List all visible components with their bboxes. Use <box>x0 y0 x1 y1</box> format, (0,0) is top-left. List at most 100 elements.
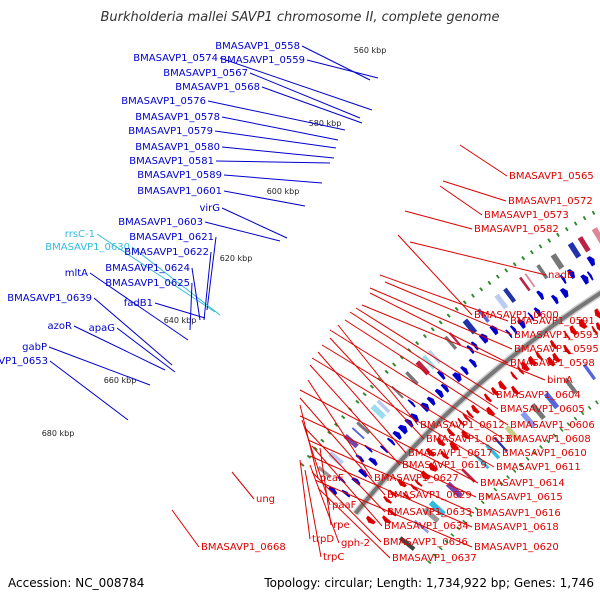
feature-label: BMASAVP1_0605 <box>500 404 585 415</box>
leader-line <box>439 185 483 216</box>
leader-line <box>304 469 322 558</box>
tick-mark <box>392 362 397 367</box>
forward-gene <box>559 288 569 299</box>
feature-label: BMASAVP1_0573 <box>484 210 569 221</box>
feature-label: fadB1 <box>124 298 153 309</box>
feature-block <box>413 519 429 534</box>
tick-mark <box>474 506 479 511</box>
tick-mark <box>369 384 374 389</box>
leader-line <box>203 251 212 321</box>
leader-line <box>311 357 495 468</box>
forward-gene <box>586 256 595 267</box>
tick-mark <box>573 416 578 421</box>
feature-label: BMASAVP1_0619 <box>402 460 487 471</box>
feature-block <box>422 507 440 523</box>
forward-gene <box>379 445 389 454</box>
feature-block <box>356 421 371 435</box>
leader-line <box>309 455 473 528</box>
reverse-gene <box>440 450 450 460</box>
leader-line <box>355 307 495 396</box>
feature-block <box>493 436 508 452</box>
reverse-gene <box>446 427 456 437</box>
feature-label: paaF <box>332 500 357 511</box>
tick-mark <box>462 519 467 524</box>
reverse-gene <box>578 318 588 329</box>
feature-label: BMASAVP1_0595 <box>514 344 599 355</box>
leader-line <box>329 329 505 440</box>
forward-gene <box>327 486 338 496</box>
reverse-gene <box>511 385 520 395</box>
feature-label: BMASAVP1_0591 <box>510 316 595 327</box>
leader-line <box>48 346 151 386</box>
forward-gene <box>368 457 378 467</box>
tick-mark <box>564 227 569 232</box>
leader-line <box>409 241 547 276</box>
reverse-gene <box>591 325 599 335</box>
forward-gene <box>517 319 526 329</box>
tick-mark <box>313 446 318 451</box>
tick-mark <box>580 411 585 416</box>
reverse-gene <box>414 479 423 487</box>
forward-gene <box>392 430 402 440</box>
leader-line <box>215 160 331 164</box>
leader-line <box>204 221 281 242</box>
feature-block <box>519 276 531 292</box>
kbp-label: 660 kbp <box>104 376 137 385</box>
leader-line <box>249 72 361 119</box>
feature-label: BMASAVP1_0621 <box>129 232 214 243</box>
feature-block <box>445 481 463 499</box>
tick-mark <box>438 320 443 325</box>
tick-mark <box>532 450 537 455</box>
feature-rings <box>300 210 600 565</box>
feature-label: BMASAVP1_0568 <box>175 82 260 93</box>
forward-gene <box>426 396 436 406</box>
tick-mark <box>450 533 455 537</box>
feature-label: gph-2 <box>341 538 370 549</box>
feature-block <box>503 287 517 303</box>
tick-mark <box>525 456 530 461</box>
feature-label: BMASAVP1_0593 <box>514 330 599 341</box>
forward-gene <box>452 372 462 383</box>
feature-label: BMASAVP1_0617 <box>408 448 493 459</box>
reverse-gene <box>595 322 600 332</box>
feature-label: BMASAVP1_0620 <box>474 542 559 553</box>
reverse-gene <box>550 339 558 350</box>
feature-block <box>351 427 365 440</box>
leader-line <box>49 360 129 421</box>
feature-label: BMASAVP1_0630 <box>45 242 130 253</box>
leader-line <box>89 272 189 341</box>
feature-block <box>376 399 391 414</box>
tick-mark <box>573 221 578 226</box>
leader-line <box>214 130 337 149</box>
tick-mark <box>521 256 526 261</box>
reverse-gene <box>528 355 537 366</box>
leader-line <box>299 415 477 498</box>
tick-mark <box>499 481 504 486</box>
feature-label: BMASAVP1_0615 <box>478 492 563 503</box>
leader-line <box>301 45 371 81</box>
tick-mark <box>559 427 564 432</box>
feature-label: BMASAVP1_0565 <box>509 171 594 182</box>
leader-line <box>301 419 331 506</box>
reverse-gene <box>457 417 466 427</box>
tick-mark <box>479 287 484 292</box>
feature-label: BMASAVP1_0668 <box>201 542 286 553</box>
tick-mark <box>446 313 451 318</box>
feature-block <box>504 425 521 442</box>
tick-mark <box>595 400 599 405</box>
tick-mark <box>487 280 492 286</box>
feature-label: mltA <box>65 268 88 279</box>
feature-block <box>550 253 565 270</box>
feature-label: pcaF <box>320 473 344 484</box>
feature-label: BMASAVP1_0582 <box>474 224 559 235</box>
reverse-gene <box>462 413 471 422</box>
forward-gene <box>407 399 416 408</box>
feature-label: BMASAVP1_0558 <box>215 41 300 52</box>
reverse-gene <box>402 492 412 500</box>
tick-mark <box>529 250 534 255</box>
feature-label: BMASAVP1_0611 <box>496 462 581 473</box>
reverse-gene <box>535 351 544 361</box>
tick-mark <box>480 500 485 505</box>
feature-block <box>428 349 442 364</box>
leader-line <box>261 86 363 124</box>
